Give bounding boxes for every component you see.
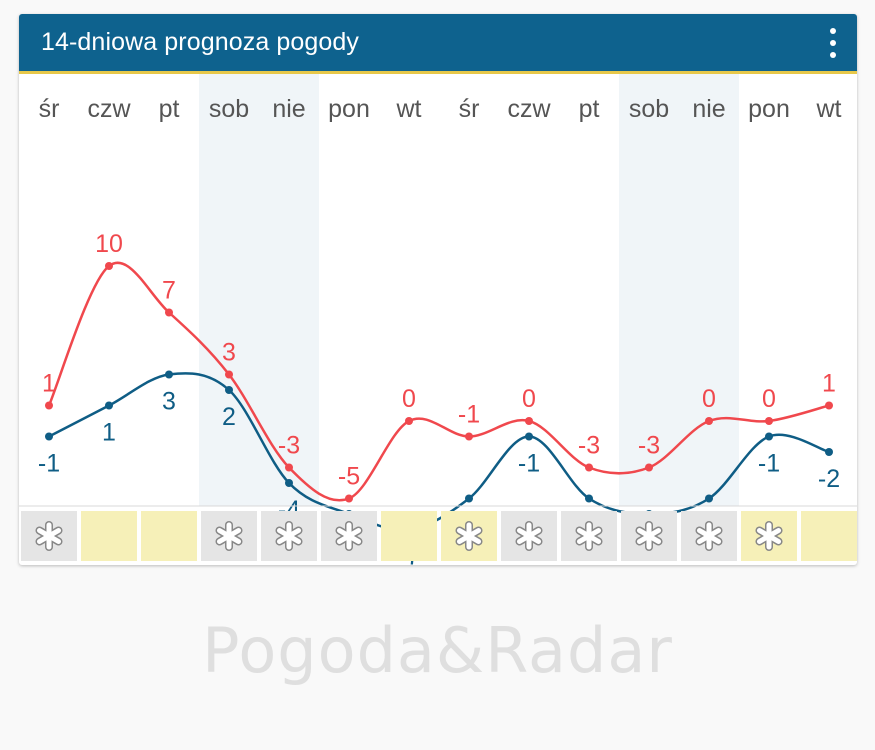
max-temp-label: 10 <box>95 230 123 258</box>
day-label: sob <box>629 95 669 123</box>
snowflake-icon <box>215 521 243 551</box>
day-label: śr <box>459 95 480 123</box>
weekend-band <box>259 74 319 506</box>
snowflake-icon <box>335 521 363 551</box>
min-temp-point <box>525 432 533 441</box>
day-label: nie <box>692 95 725 123</box>
weather-tile <box>801 511 857 561</box>
day-label: pt <box>579 95 600 123</box>
max-temp-point <box>465 432 473 441</box>
max-temp-label: -5 <box>338 463 360 491</box>
weekend-band <box>679 74 739 506</box>
day-label: pon <box>748 95 790 123</box>
min-temp-point <box>165 370 173 379</box>
max-temp-label: 0 <box>522 385 536 413</box>
max-temp-label: 0 <box>402 385 416 413</box>
max-temp-point <box>825 401 833 410</box>
max-temp-point <box>705 417 713 425</box>
day-label: wt <box>816 95 842 123</box>
weekend-band <box>619 74 679 506</box>
day-label: czw <box>87 95 131 123</box>
day-label: pon <box>328 95 370 123</box>
snowflake-icon <box>275 521 303 551</box>
max-temp-label: 1 <box>822 370 836 398</box>
snowflake-icon <box>515 521 543 551</box>
max-temp-label: 7 <box>162 277 176 305</box>
max-temp-point <box>285 463 293 472</box>
min-temp-label: 2 <box>222 403 236 431</box>
min-temp-point <box>225 386 233 394</box>
min-temp-label: -1 <box>38 450 60 478</box>
more-vert-icon[interactable] <box>825 26 841 60</box>
weather-tile <box>81 511 137 561</box>
day-label: nie <box>272 95 305 123</box>
snowflake-icon <box>575 521 603 551</box>
max-temp-label: -3 <box>578 432 600 460</box>
min-temp-point <box>45 432 53 441</box>
weekend-band <box>199 74 259 506</box>
day-label: czw <box>507 95 551 123</box>
min-temp-point <box>705 494 713 503</box>
max-temp-label: 0 <box>702 385 716 413</box>
day-label: wt <box>396 95 422 123</box>
max-temp-point <box>525 417 533 425</box>
weather-tile <box>381 511 437 561</box>
max-temp-point <box>45 401 53 410</box>
snowflake-icon <box>695 521 723 551</box>
day-label: śr <box>39 95 60 123</box>
min-temp-point <box>585 494 593 503</box>
max-temp-label: -3 <box>278 432 300 460</box>
card-header: 14-dniowa prognoza pogody <box>19 14 857 74</box>
min-temp-label: -2 <box>818 465 840 493</box>
snowflake-icon <box>35 521 63 551</box>
max-temp-label: 3 <box>222 339 236 367</box>
snowflake-icon <box>635 521 663 551</box>
max-temp-point <box>165 308 173 317</box>
min-temp-point <box>105 401 113 410</box>
day-label: pt <box>159 95 180 123</box>
min-temp-label: 3 <box>162 388 176 416</box>
snowflake-icon <box>455 521 483 551</box>
max-temp-point <box>405 417 413 425</box>
min-temp-point <box>285 479 293 487</box>
card-title: 14-dniowa prognoza pogody <box>41 28 360 56</box>
min-temp-point <box>465 494 473 503</box>
max-temp-label: 1 <box>42 370 56 398</box>
forecast-card: 14-dniowa prognoza pogody śr czw pt sob nie p… <box>19 14 857 565</box>
max-temp-label: -3 <box>638 432 660 460</box>
forecast-chart: śr czw pt sob nie pon wt śr czw pt sob nie pon wt1107… <box>19 74 857 565</box>
brand-logo: Pogoda&Radar <box>202 614 673 687</box>
min-temp-label: -1 <box>518 450 540 478</box>
max-temp-point <box>105 262 113 270</box>
weather-tile <box>141 511 197 561</box>
min-temp-label: 1 <box>102 419 116 447</box>
max-temp-point <box>225 370 233 379</box>
snowflake-icon <box>755 521 783 551</box>
max-temp-point <box>645 463 653 472</box>
min-temp-label: -1 <box>758 450 780 478</box>
max-temp-label: 0 <box>762 385 776 413</box>
max-temp-point <box>765 417 773 425</box>
max-temp-label: -1 <box>458 401 480 429</box>
min-temp-point <box>765 432 773 441</box>
min-temp-point <box>825 448 833 456</box>
max-temp-point <box>345 494 353 503</box>
day-label: sob <box>209 95 249 123</box>
max-temp-point <box>585 463 593 472</box>
